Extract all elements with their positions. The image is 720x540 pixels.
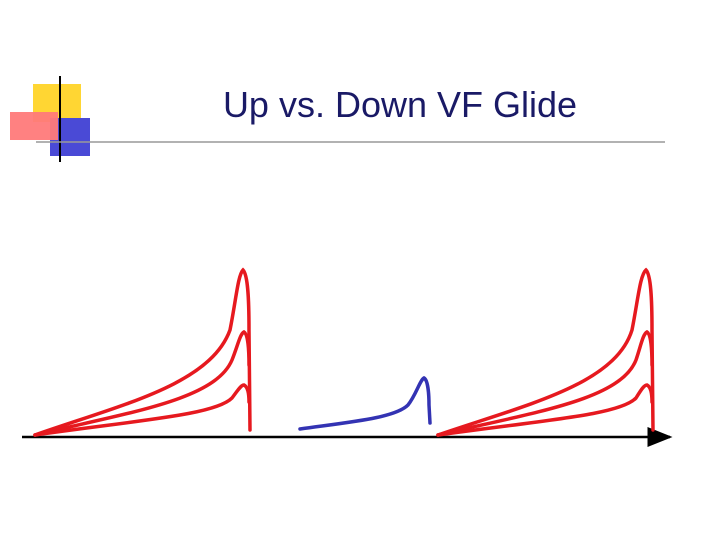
decor-red-square [10, 112, 58, 140]
right-glide-group [436, 267, 655, 437]
left-glide-curve-short [33, 383, 251, 437]
right-glide-curve-mid [436, 330, 654, 437]
left-glide-curve-tall [33, 267, 252, 437]
left-glide-curve-mid [33, 330, 251, 437]
slide-title: Up vs. Down VF Glide [222, 84, 578, 125]
right-glide-curve-tall [436, 267, 655, 437]
left-glide-group [33, 267, 252, 437]
center-glide-curve [298, 376, 432, 431]
right-glide-curve-short [436, 383, 654, 437]
slide-decoration [10, 76, 665, 162]
